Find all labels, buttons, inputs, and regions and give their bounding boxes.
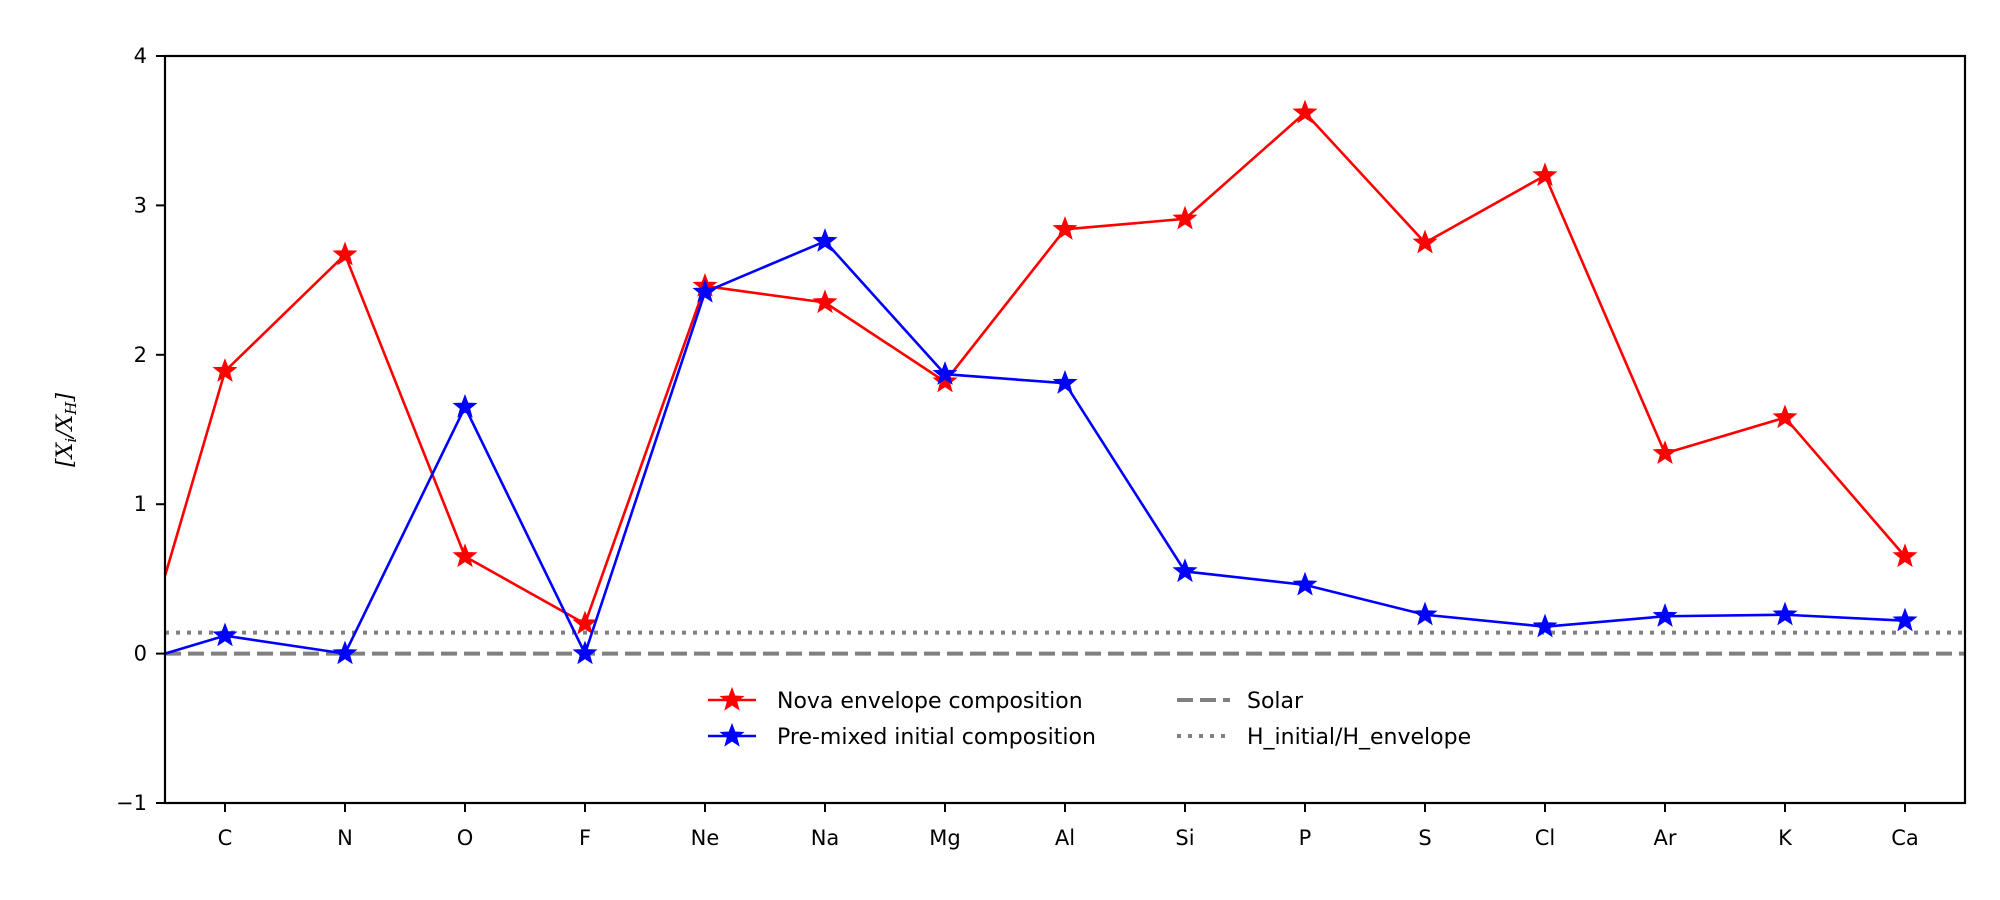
x-tick-label: K (1778, 826, 1793, 850)
data-point-nova-Si (1172, 205, 1198, 230)
series-line-premixed (164, 239, 1906, 655)
data-point-nova-Ca (1892, 543, 1918, 568)
reference-lines (165, 630, 1965, 656)
data-point-premixed-S (1412, 601, 1438, 626)
x-tick-label: Ne (691, 826, 720, 850)
y-axis-label: [Xi/XH] (53, 393, 80, 467)
x-tick-label: Ca (1891, 826, 1919, 850)
data-point-nova-Al (1052, 216, 1078, 240)
data-point-nova-O (452, 543, 478, 568)
data-point-nova-Na (812, 289, 838, 314)
x-tick-label: Ar (1654, 826, 1677, 850)
x-axis: C N O F Ne Na Mg Al Si P S Cl Ar K Ca (218, 803, 1919, 850)
legend-marker-premixed (719, 722, 745, 747)
data-point-premixed-Na (812, 228, 838, 252)
data-point-nova-Cl (1532, 162, 1558, 187)
series-line-nova (163, 111, 1906, 626)
data-point-nova-C (212, 358, 238, 382)
data-point-nova-Ar (1652, 440, 1678, 465)
y-tick-label: 3 (134, 193, 147, 217)
data-point-premixed-F (572, 640, 598, 665)
x-tick-label: Mg (929, 826, 960, 850)
x-tick-label: P (1299, 826, 1312, 850)
data-point-premixed-Cl (1532, 613, 1558, 638)
x-tick-label: Cl (1535, 826, 1556, 850)
data-point-nova-Mg (932, 368, 958, 393)
legend-item-nova: Nova envelope composition (708, 686, 1083, 714)
data-point-nova-P (1292, 99, 1318, 124)
legend-label-solar: Solar (1247, 689, 1304, 714)
data-point-premixed-Ar (1652, 603, 1678, 627)
x-tick-label: F (579, 826, 591, 850)
legend-label-h-ratio: H_initial/H_envelope (1247, 725, 1471, 750)
legend-label-nova: Nova envelope composition (777, 689, 1083, 714)
data-point-premixed-Al (1052, 370, 1078, 394)
x-tick-label: S (1418, 826, 1431, 850)
y-tick-label: −1 (116, 791, 147, 815)
legend-label-premixed: Pre-mixed initial composition (777, 725, 1096, 750)
y-axis: −1 0 1 2 3 4 (116, 44, 165, 815)
data-point-nova-F (572, 610, 598, 635)
y-tick-label: 2 (134, 343, 147, 367)
data-point-premixed-K (1772, 601, 1798, 626)
series-layer (163, 99, 1918, 665)
data-point-nova-K (1772, 404, 1798, 429)
data-point-premixed-P (1292, 571, 1318, 596)
legend-item-premixed: Pre-mixed initial composition (708, 722, 1096, 750)
legend-marker-nova (719, 686, 745, 711)
y-tick-label: 0 (134, 642, 147, 666)
legend-item-h-ratio: H_initial/H_envelope (1177, 725, 1471, 750)
x-tick-label: Al (1055, 826, 1075, 850)
y-tick-label: 1 (134, 492, 147, 516)
x-tick-label: N (337, 826, 353, 850)
data-point-premixed-Ne (692, 278, 718, 303)
x-tick-label: O (457, 826, 474, 850)
y-tick-label: 4 (134, 44, 147, 68)
data-point-premixed-N (332, 640, 358, 665)
x-tick-label: C (218, 826, 233, 850)
x-tick-label: Si (1175, 826, 1194, 850)
data-point-premixed-Ca (1892, 607, 1918, 632)
data-point-premixed-Si (1172, 558, 1198, 583)
data-point-premixed-O (452, 393, 478, 418)
data-point-premixed-Mg (932, 361, 958, 385)
data-point-nova-S (1412, 229, 1438, 254)
x-tick-label: Na (811, 826, 840, 850)
legend: Nova envelope composition Pre-mixed init… (708, 686, 1471, 750)
data-point-nova-N (332, 241, 358, 266)
data-point-premixed-C (212, 622, 238, 647)
legend-item-solar: Solar (1177, 689, 1304, 714)
